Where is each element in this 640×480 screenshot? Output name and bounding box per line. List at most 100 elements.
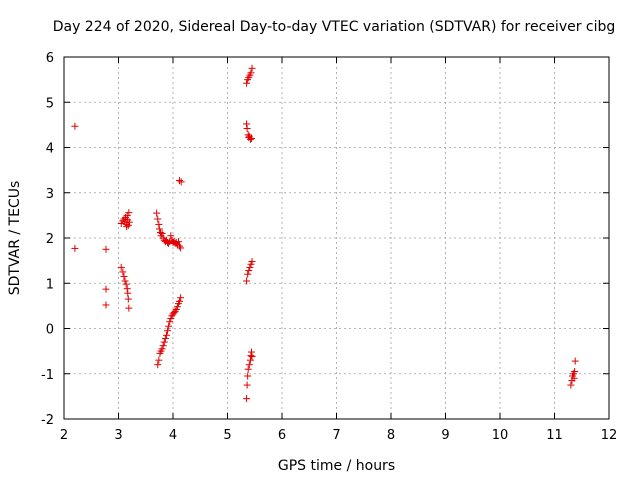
data-point [102, 285, 110, 293]
x-tick-label: 5 [223, 428, 231, 443]
data-point [243, 381, 251, 389]
x-tick-label: 4 [169, 428, 177, 443]
data-point [247, 352, 255, 360]
x-tick-label: 2 [60, 428, 68, 443]
data-point [123, 223, 131, 231]
data-point [120, 272, 128, 280]
data-point [155, 220, 163, 228]
x-tick-label: 6 [278, 428, 286, 443]
data-point [154, 215, 162, 223]
data-point [119, 268, 127, 276]
x-axis-label: GPS time / hours [278, 458, 395, 474]
chart-title: Day 224 of 2020, Sidereal Day-to-day VTE… [53, 19, 616, 35]
data-point [117, 263, 125, 271]
data-point [177, 294, 185, 302]
data-point [155, 225, 163, 233]
data-point [153, 209, 161, 217]
data-point [125, 304, 133, 312]
data-point [244, 372, 252, 380]
y-tick-label: 2 [46, 232, 54, 247]
x-tick-label: 9 [441, 428, 449, 443]
data-point [102, 301, 110, 309]
y-tick-label: 1 [46, 277, 54, 292]
data-point [165, 322, 173, 330]
data-point [247, 134, 255, 142]
data-point [158, 345, 166, 353]
y-axis-tick-labels: -2 -1 0 1 2 3 4 5 6 [41, 51, 54, 428]
data-point [177, 178, 185, 186]
data-point [177, 244, 185, 252]
data-point [243, 79, 251, 87]
data-point [248, 353, 256, 361]
data-point [71, 244, 79, 252]
y-tick-label: 6 [46, 51, 54, 66]
data-point [244, 270, 252, 278]
data-point [247, 348, 255, 356]
data-point [243, 124, 251, 132]
data-point [246, 356, 254, 364]
y-tick-label: -1 [41, 368, 54, 383]
y-tick-label: -2 [41, 413, 54, 428]
data-point [246, 263, 254, 271]
axis-ticks [63, 56, 610, 420]
data-point [125, 209, 133, 217]
y-tick-label: 3 [46, 187, 54, 202]
data-point [167, 232, 175, 240]
data-point [122, 280, 130, 288]
data-point [171, 307, 179, 315]
data-point [159, 342, 167, 350]
x-tick-label: 3 [114, 428, 122, 443]
data-point [160, 338, 168, 346]
data-point [176, 242, 184, 250]
data-point [166, 318, 174, 326]
data-point [124, 221, 132, 229]
x-axis-tick-labels: 2 3 4 5 6 7 8 9 10 11 12 [60, 428, 617, 443]
gridlines [64, 57, 609, 419]
x-tick-label: 10 [492, 428, 509, 443]
data-point [243, 120, 251, 128]
data-point [120, 215, 128, 223]
x-tick-label: 8 [387, 428, 395, 443]
data-point [247, 69, 255, 77]
data-point [123, 285, 131, 293]
data-points [71, 64, 579, 403]
data-point [125, 218, 133, 226]
data-point [162, 331, 170, 339]
data-point [156, 229, 164, 237]
data-point [243, 395, 251, 403]
data-point [173, 303, 181, 311]
data-point [176, 177, 184, 185]
data-point [158, 229, 166, 237]
data-point [244, 365, 252, 373]
data-point [154, 361, 162, 369]
y-axis-label: SDTVAR / TECUs [7, 181, 23, 296]
x-tick-label: 11 [546, 428, 563, 443]
data-point [71, 122, 79, 130]
data-point [121, 277, 129, 285]
data-point [124, 295, 132, 303]
data-point [567, 381, 575, 389]
data-point [155, 356, 163, 364]
data-point [176, 297, 184, 305]
data-point [570, 374, 578, 382]
data-point [165, 239, 173, 247]
x-tick-label: 12 [601, 428, 618, 443]
y-tick-label: 5 [46, 96, 54, 111]
data-point [571, 357, 579, 365]
data-point [174, 238, 182, 246]
data-point [124, 289, 132, 297]
x-tick-label: 7 [332, 428, 340, 443]
data-point [246, 135, 254, 143]
data-point [245, 267, 253, 275]
y-tick-label: 4 [46, 142, 54, 157]
data-point [243, 277, 251, 285]
data-point [161, 334, 169, 342]
data-point [245, 361, 253, 369]
data-point [248, 64, 256, 72]
y-tick-label: 0 [46, 323, 54, 338]
data-point [571, 367, 579, 375]
data-point [164, 327, 172, 335]
data-point [248, 258, 256, 266]
data-point [102, 245, 110, 253]
